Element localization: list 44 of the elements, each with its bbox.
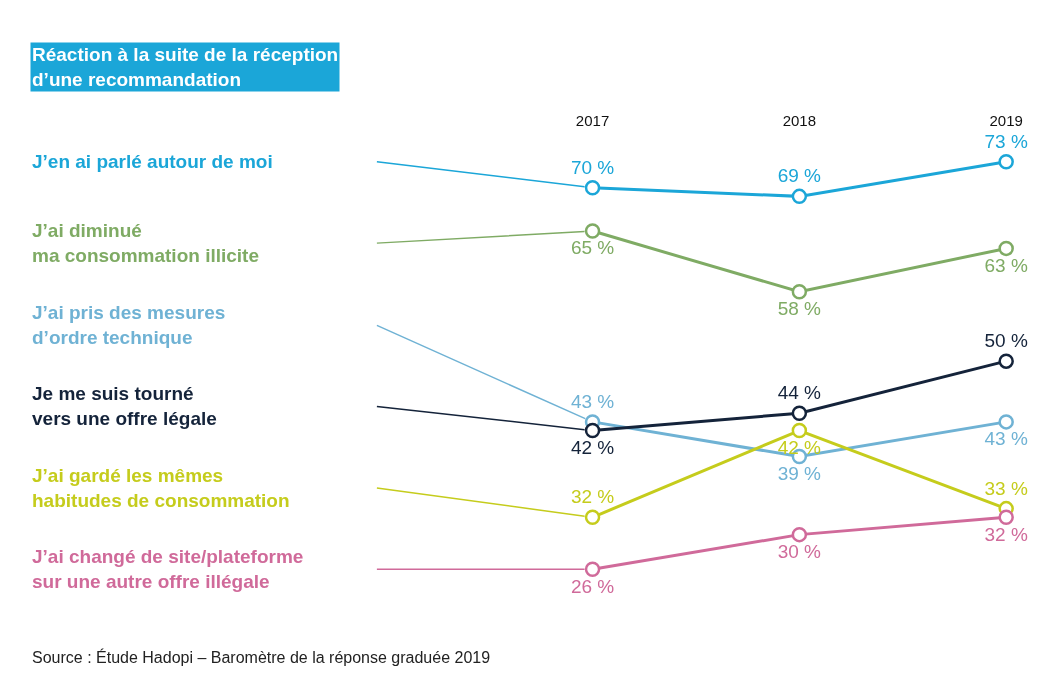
data-label: 69 % — [777, 165, 822, 187]
point — [998, 153, 1014, 170]
data-label: 50 % — [984, 330, 1028, 352]
data-label: 32 % — [984, 523, 1028, 545]
text: J’ai gardé les mêmes habitudes de consommation — [32, 465, 290, 511]
point — [791, 422, 808, 439]
data-label: 42 % — [570, 436, 615, 458]
data-label: 32 % — [570, 486, 615, 508]
data-label: 30 % — [777, 541, 822, 563]
data-label: 63 % — [984, 254, 1028, 276]
point — [998, 353, 1014, 369]
text: J’ai pris des mesures d’ordre technique — [32, 302, 226, 348]
point — [998, 509, 1014, 526]
data-label: 43 % — [570, 391, 615, 413]
point — [998, 240, 1014, 257]
text: Réaction à la suite de la réception d’une recommandation — [32, 44, 339, 90]
data-label: 70 % — [570, 156, 615, 178]
data-label: 43 % — [984, 428, 1028, 450]
data-label: 42 % — [777, 436, 822, 458]
x-tick-label: 2018 — [782, 112, 817, 129]
point — [584, 509, 601, 526]
data-label: 58 % — [777, 298, 822, 320]
x-tick-label: 2017 — [575, 112, 610, 129]
source-note: Source : Étude Hadopi – Baromètre de la réponse graduée 2019 — [32, 648, 491, 666]
data-label: 33 % — [984, 477, 1028, 499]
data-label: 26 % — [570, 575, 615, 597]
text: J’en ai parlé autour de moi — [32, 151, 273, 172]
data-label: 73 % — [984, 130, 1028, 152]
point — [791, 405, 808, 421]
point — [998, 414, 1014, 430]
data-label: 44 % — [777, 382, 822, 404]
point — [584, 223, 601, 239]
text: Je me suis tourné vers une offre légale — [32, 383, 217, 429]
text: J’ai changé de site/plateforme sur une autre offre illégale — [32, 546, 304, 592]
point — [584, 179, 601, 196]
point — [791, 188, 808, 205]
point — [791, 284, 808, 300]
x-tick-label: 2019 — [989, 112, 1023, 129]
point — [584, 561, 601, 578]
point — [584, 422, 601, 439]
data-label: 39 % — [777, 462, 822, 484]
text: J’ai diminué ma consommation illicite — [32, 220, 259, 266]
point — [791, 526, 808, 543]
data-label: 65 % — [570, 237, 615, 259]
